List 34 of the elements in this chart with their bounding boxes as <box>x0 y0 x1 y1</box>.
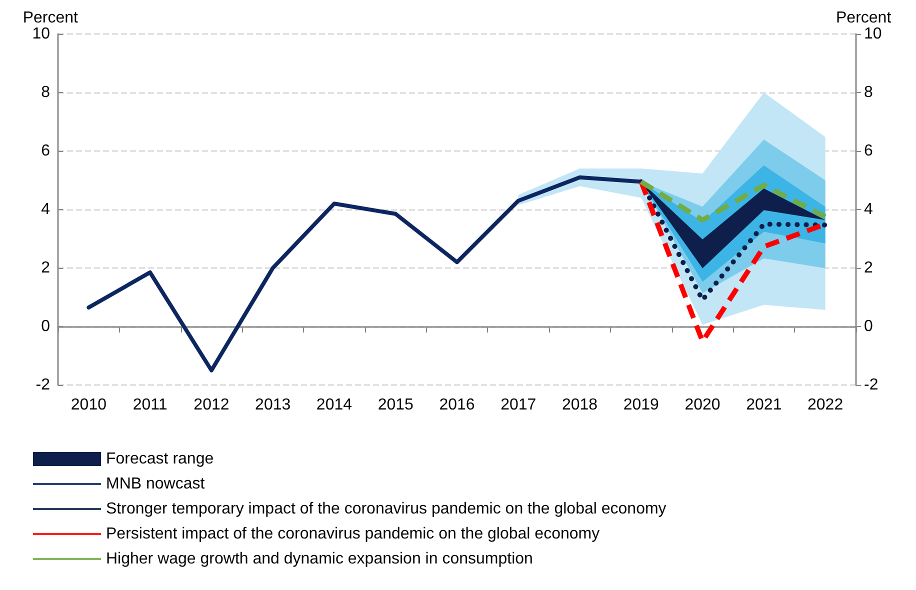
x-tick-label: 2020 <box>684 396 720 414</box>
legend-label: Stronger temporary impact of the coronavirus pandemic on the global economy <box>106 500 666 518</box>
x-tick-label: 2019 <box>623 396 660 414</box>
x-tick-label: 2014 <box>316 396 352 414</box>
legend-label: Higher wage growth and dynamic expansion in consumption <box>106 550 533 568</box>
y2-tick-label: 10 <box>864 26 882 42</box>
x-tick-label: 2015 <box>378 396 414 414</box>
y-tick-label: 0 <box>41 318 50 335</box>
x-tick-label: 2017 <box>500 396 536 414</box>
y2-tick-label: 4 <box>864 201 873 218</box>
y2-tick-label: 2 <box>864 260 873 276</box>
y2-tick-label: 8 <box>864 84 873 101</box>
y2-axis-title: Percent <box>836 10 892 26</box>
x-tick-label: 2018 <box>562 396 598 414</box>
x-tick-label: 2010 <box>70 396 107 414</box>
x-tick-label: 2013 <box>255 396 291 414</box>
y-tick-label: 6 <box>41 142 50 160</box>
y-tick-label: 4 <box>41 201 50 218</box>
legend-label: Persistent impact of the coronavirus pandemic on the global economy <box>106 526 600 542</box>
y-axis-title: Percent <box>22 10 79 26</box>
y2-tick-label: -2 <box>864 376 878 394</box>
x-tick-label: 2012 <box>194 396 230 414</box>
legend-label: Forecast range <box>106 450 214 468</box>
y2-tick-label: 6 <box>864 142 873 160</box>
x-tick-label: 2022 <box>808 396 844 414</box>
y-tick-label: -2 <box>36 376 50 394</box>
y2-tick-label: 0 <box>864 318 873 335</box>
y-tick-label: 10 <box>32 26 50 42</box>
y-tick-label: 2 <box>41 260 50 276</box>
x-tick-label: 2021 <box>746 396 782 414</box>
y-tick-label: 8 <box>41 84 50 101</box>
x-tick-label: 2011 <box>132 396 168 414</box>
x-tick-label: 2016 <box>439 396 475 414</box>
legend-label: MNB nowcast <box>106 476 206 492</box>
